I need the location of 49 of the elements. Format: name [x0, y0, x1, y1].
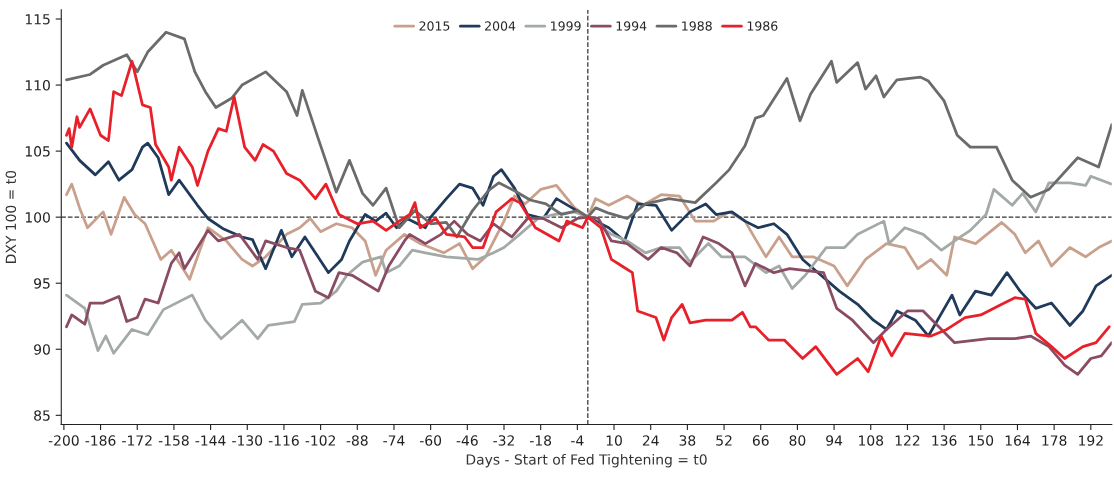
x-tick-label: 66: [752, 435, 769, 446]
x-tick-label: -74: [383, 435, 405, 446]
x-tick-label: 136: [932, 435, 957, 446]
y-tick-label: 110: [25, 80, 50, 91]
x-tick-label: -186: [85, 435, 116, 446]
x-tick-label: -116: [268, 435, 299, 446]
legend-label: 1999: [551, 21, 581, 31]
y-tick-label: 85: [34, 410, 50, 421]
x-axis-title: Days - Start of Fed Tightening = t0: [466, 453, 707, 468]
line-series: [65, 30, 1112, 239]
x-tick-label: 10: [606, 435, 622, 446]
x-tick-label: 24: [642, 435, 659, 446]
x-tick-label: -32: [493, 435, 514, 446]
x-tick-label: 150: [969, 435, 994, 446]
x-tick-label: 94: [826, 435, 843, 446]
y-tick-label: 100: [25, 212, 50, 223]
x-tick-label: -46: [456, 435, 478, 446]
legend-label: 2004: [485, 21, 516, 31]
line-series: [65, 174, 1112, 355]
x-tick-label: -158: [158, 435, 189, 446]
x-tick-label: -102: [305, 435, 335, 446]
y-tick-label: 105: [25, 146, 50, 157]
line-series: [65, 59, 1111, 376]
x-tick-label: 164: [1005, 435, 1030, 446]
y-tick-label: 115: [25, 14, 50, 25]
x-tick-label: -18: [530, 435, 552, 446]
y-tick-label: 90: [34, 344, 50, 355]
x-tick-label: -60: [419, 435, 442, 446]
x-tick-label: -88: [346, 435, 368, 446]
x-tick-label: -200: [48, 435, 79, 446]
x-tick-label: -130: [232, 435, 263, 446]
x-tick-label: 80: [789, 435, 806, 446]
x-tick-label: 108: [859, 435, 884, 446]
x-tick-label: 52: [716, 435, 732, 446]
x-tick-label: 38: [679, 435, 696, 446]
x-tick-label: -4: [571, 435, 584, 446]
legend-label: 1986: [747, 21, 778, 31]
x-tick-label: 178: [1042, 435, 1067, 446]
legend-label: 2015: [419, 21, 450, 31]
x-tick-label: -144: [195, 435, 226, 446]
legend-label: 1994: [616, 21, 647, 31]
x-tick-label: 192: [1079, 435, 1103, 446]
line-series: [65, 182, 1112, 288]
line-series: [65, 215, 1112, 376]
legend-label: 1988: [682, 21, 712, 31]
y-tick-label: 95: [34, 278, 50, 289]
x-tick-label: 122: [895, 435, 920, 446]
x-tick-label: -172: [122, 435, 152, 446]
y-axis-title: DXY 100 = t0: [5, 170, 17, 263]
